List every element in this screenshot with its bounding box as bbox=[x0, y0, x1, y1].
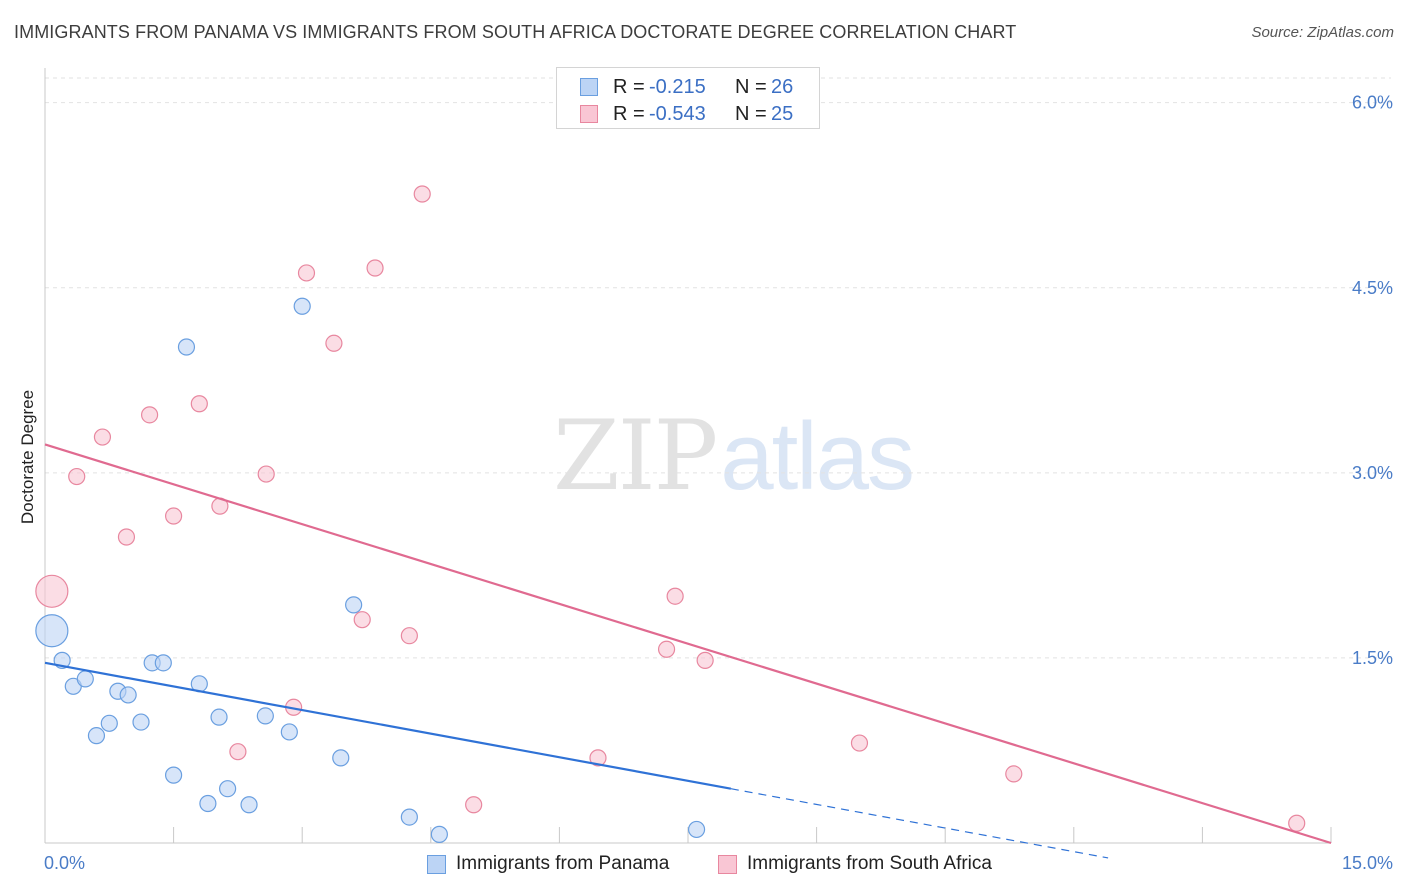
data-point-panama bbox=[119, 686, 137, 704]
data-point-panama bbox=[256, 707, 274, 725]
data-point-panama bbox=[240, 796, 258, 814]
y-tick-label: 1.5% bbox=[1352, 648, 1393, 668]
data-point-south-africa bbox=[400, 627, 418, 645]
data-point-panama bbox=[345, 596, 363, 614]
series-legend-south-africa: Immigrants from South Africa bbox=[718, 852, 992, 876]
data-point-south-africa bbox=[353, 611, 371, 629]
data-point-panama bbox=[280, 723, 298, 741]
legend-n-label: N = bbox=[735, 75, 767, 98]
legend-r-value: -0.543 bbox=[649, 102, 706, 125]
data-point-south-africa bbox=[696, 651, 714, 669]
y-tick-label: 3.0% bbox=[1352, 463, 1393, 483]
data-point-south-africa bbox=[165, 507, 183, 525]
legend-r-value: -0.215 bbox=[649, 75, 706, 98]
data-point-south-africa bbox=[93, 428, 112, 446]
y-tick-label: 4.5% bbox=[1352, 278, 1393, 298]
data-point-panama bbox=[219, 780, 237, 798]
source-credit: Source: ZipAtlas.com bbox=[1251, 24, 1394, 41]
data-point-south-africa bbox=[325, 334, 343, 352]
data-point-south-africa bbox=[589, 749, 607, 767]
legend-n-value: 25 bbox=[771, 102, 794, 125]
legend-r-label: R = bbox=[613, 75, 645, 98]
trendline-south-africa bbox=[44, 443, 1332, 845]
data-point-panama bbox=[165, 766, 183, 784]
data-point-panama bbox=[199, 794, 217, 813]
series-label-panama: Immigrants from Panama bbox=[456, 853, 670, 874]
data-point-south-africa bbox=[465, 796, 483, 814]
trendline-extension-panama bbox=[730, 788, 1109, 859]
data-point-south-africa bbox=[657, 640, 676, 658]
data-point-south-africa bbox=[140, 406, 159, 424]
series-legend-panama: Immigrants from Panama bbox=[427, 852, 669, 876]
data-point-south-africa bbox=[117, 528, 136, 546]
legend-swatch-panama bbox=[580, 78, 598, 96]
watermark: ZIPatlas bbox=[553, 400, 915, 512]
x-tick-label: 15.0% bbox=[1342, 853, 1393, 873]
data-point-south-africa bbox=[190, 395, 208, 413]
legend-n-value: 26 bbox=[771, 75, 794, 98]
data-point-south-africa bbox=[366, 259, 384, 277]
data-point-south-africa bbox=[1288, 814, 1306, 832]
data-point-panama bbox=[210, 708, 228, 726]
data-point-panama bbox=[293, 297, 311, 315]
data-point-south-africa bbox=[413, 185, 431, 203]
chart-title: IMMIGRANTS FROM PANAMA VS IMMIGRANTS FRO… bbox=[14, 22, 1017, 42]
data-point-panama bbox=[430, 825, 448, 843]
legend-n-label: N = bbox=[735, 102, 767, 125]
data-point-panama bbox=[687, 820, 706, 839]
series-swatch-panama bbox=[427, 854, 446, 874]
series-label-south-africa: Immigrants from South Africa bbox=[747, 853, 992, 874]
data-point-panama bbox=[87, 727, 106, 745]
data-point-panama bbox=[100, 714, 118, 732]
trendline-panama bbox=[44, 661, 732, 790]
data-point-south-africa bbox=[666, 587, 684, 605]
data-point-south-africa bbox=[229, 743, 247, 761]
data-point-panama bbox=[132, 713, 150, 731]
data-point-panama bbox=[177, 338, 196, 356]
data-point-south-africa bbox=[297, 264, 316, 282]
data-point-panama bbox=[35, 614, 69, 648]
data-point-south-africa bbox=[257, 465, 275, 483]
data-point-panama bbox=[332, 749, 350, 767]
data-point-south-africa bbox=[1005, 765, 1023, 783]
data-point-south-africa bbox=[35, 574, 69, 608]
data-point-panama bbox=[76, 670, 94, 688]
correlation-legend: R = -0.215 N = 26 R = -0.543 N = 25 bbox=[556, 67, 820, 129]
legend-r-label: R = bbox=[613, 102, 645, 125]
watermark-zip: ZIP bbox=[553, 400, 718, 512]
data-point-south-africa bbox=[850, 734, 869, 752]
data-point-panama bbox=[154, 654, 172, 672]
x-tick-label: 0.0% bbox=[44, 853, 85, 873]
series-swatch-south-africa bbox=[718, 854, 737, 874]
watermark-atlas: atlas bbox=[720, 403, 915, 510]
data-point-south-africa bbox=[68, 467, 86, 486]
data-point-panama bbox=[400, 808, 418, 826]
y-tick-label: 6.0% bbox=[1352, 93, 1393, 113]
legend-swatch-south-africa bbox=[580, 105, 598, 123]
